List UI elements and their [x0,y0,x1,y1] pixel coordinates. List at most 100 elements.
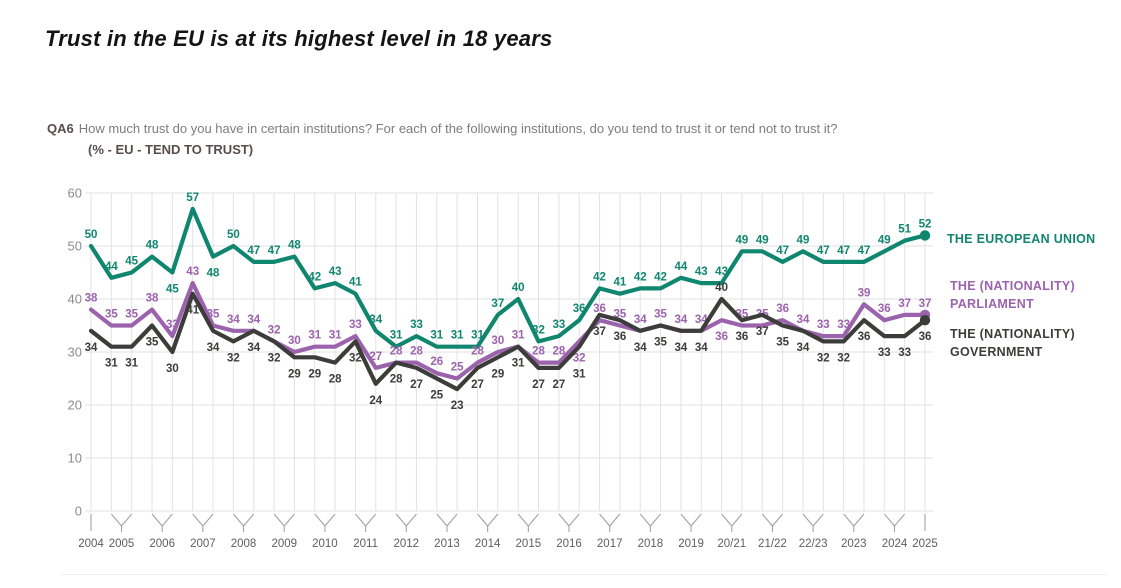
year-pair-bracket [761,513,784,532]
data-label: 25 [451,362,464,374]
legend-entry: THE (NATIONALITY) PARLIAMENT [950,279,1075,311]
page-title: Trust in the EU is at its highest level … [45,26,553,51]
data-label: 34 [675,342,688,354]
year-pair-bracket [151,513,173,532]
year-pair-bracket [355,513,377,532]
data-label: 34 [675,314,688,326]
year-pair-bracket [436,513,458,532]
data-label: 36 [878,303,891,315]
data-label: 27 [532,379,545,391]
data-label: 28 [552,346,565,358]
data-label: 51 [898,224,911,236]
year-pair-bracket [599,513,621,532]
series-the-nationality-government: 34 31 31 35 30 41 34 32 34 32 29 29 28 32 24 28 27 25 23 27… [85,282,932,412]
data-label: 50 [227,229,240,241]
data-label: 26 [430,356,443,368]
y-axis-tick-label: 20 [68,398,82,413]
legend: THE EUROPEAN UNION THE (NATIONALITY) PARLI… [947,232,1095,359]
series-data-labels: 38 35 35 38 33 43 35 34 34 32 30 31 31 33 27 28 28 26 25 28… [85,266,932,373]
x-axis-labels: 2004 2005 2006 2007 2008 2009 2010 2011 2012 2013… [78,538,938,550]
data-label: 35 [125,309,138,321]
series-the-european-union: 50 44 45 48 45 57 48 50 47 47 48 42 43 41 34 31 33 31 31 31… [85,192,931,349]
legend-entry: THE EUROPEAN UNION [947,232,1095,246]
year-pair-bracket [558,513,580,532]
data-label: 50 [85,229,98,241]
question-block: QA6 How much trust do you have in certain… [47,119,1097,161]
data-label: 34 [85,342,98,354]
data-label: 47 [247,245,260,257]
data-label: 34 [369,314,382,326]
data-label: 36 [919,331,932,343]
data-label: 36 [776,303,789,315]
x-axis-year-label: 22/23 [799,538,828,550]
data-label: 33 [837,319,850,331]
data-label: 33 [817,319,830,331]
data-label: 28 [390,374,403,386]
x-axis-year-label: 2024 [882,538,908,550]
data-label: 47 [817,245,830,257]
data-label: 27 [369,351,382,363]
year-pair-bracket [110,513,133,532]
x-axis-year-label: 2016 [556,538,582,550]
x-axis-year-label: 2009 [271,538,297,550]
year-pair-bracket [883,513,906,532]
data-label: 34 [634,314,647,326]
data-label: 36 [858,331,871,343]
x-axis-year-label: 2017 [597,538,623,550]
year-pair-bracket [639,513,661,532]
data-label: 49 [756,234,769,246]
data-label: 57 [186,192,199,204]
y-axis-tick-label: 50 [68,239,82,254]
x-axis-ticks [90,513,926,532]
x-axis-year-label: 2010 [312,538,338,550]
year-pair-bracket [232,513,255,532]
data-label: 29 [308,368,321,380]
data-label: 34 [227,314,240,326]
data-label: 41 [349,277,362,289]
data-label: 37 [898,298,911,310]
data-label: 23 [451,400,464,412]
data-label: 27 [552,379,565,391]
y-axis-tick-label: 10 [68,451,82,466]
data-label: 37 [593,326,606,338]
data-label: 34 [207,342,220,354]
legend-label: THE EUROPEAN UNION [947,232,1095,246]
data-label: 31 [105,358,118,370]
data-label: 31 [512,358,525,370]
data-label: 47 [268,245,281,257]
data-label: 32 [268,324,281,336]
data-label: 38 [85,293,98,305]
data-label: 31 [471,330,484,342]
data-label: 32 [837,352,850,364]
data-label: 42 [593,271,606,283]
data-label: 32 [268,352,281,364]
data-label: 31 [390,330,403,342]
data-label: 36 [593,303,606,315]
data-label: 28 [410,346,423,358]
data-label: 40 [512,282,525,294]
legend-label: THE (NATIONALITY) [950,327,1075,341]
series-end-dot [919,230,931,241]
x-axis-year-label: 2007 [190,538,216,550]
year-pair-bracket [721,513,743,532]
data-label: 41 [613,277,626,289]
data-label: 24 [369,395,382,407]
data-label: 27 [471,379,484,391]
data-label: 37 [756,326,769,338]
year-pair-bracket [314,513,336,532]
data-label: 31 [451,330,464,342]
data-label: 34 [634,342,647,354]
data-label: 35 [105,309,118,321]
y-axis-tick-label: 40 [68,292,82,307]
x-axis-year-label: 2013 [434,538,460,550]
data-label: 43 [186,266,199,278]
x-axis-year-label: 2018 [638,538,664,550]
data-label: 31 [308,330,321,342]
x-axis-year-label: 2011 [353,538,378,550]
data-label: 33 [878,347,891,359]
data-label: 30 [166,363,179,375]
data-label: 38 [146,293,159,305]
year-pair-bracket [395,513,417,532]
bottom-divider [62,574,1107,575]
legend-label: PARLIAMENT [950,297,1034,311]
